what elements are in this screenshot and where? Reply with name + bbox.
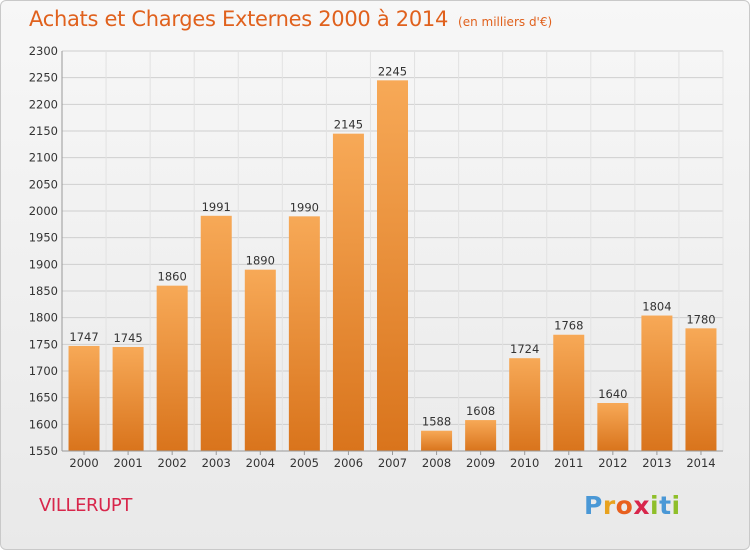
bar bbox=[597, 403, 629, 451]
bar bbox=[244, 269, 276, 451]
x-tick-label: 2003 bbox=[202, 456, 231, 470]
logo-letter: o bbox=[615, 491, 634, 520]
bar bbox=[156, 285, 188, 451]
x-tick-label: 2007 bbox=[378, 456, 407, 470]
data-label: 2145 bbox=[334, 118, 363, 132]
x-tick-label: 2002 bbox=[158, 456, 187, 470]
logo-letter: r bbox=[602, 491, 616, 520]
data-label: 1724 bbox=[510, 342, 539, 356]
x-tick-label: 2009 bbox=[466, 456, 495, 470]
bar bbox=[288, 216, 320, 451]
x-tick-label: 2004 bbox=[246, 456, 275, 470]
y-tick-label: 2100 bbox=[29, 151, 58, 165]
x-tick-label: 2014 bbox=[686, 456, 715, 470]
x-tick-label: 2001 bbox=[113, 456, 142, 470]
y-tick-label: 1850 bbox=[29, 284, 58, 298]
data-label: 1747 bbox=[69, 330, 98, 344]
data-label: 1780 bbox=[686, 312, 715, 326]
y-tick-label: 1950 bbox=[29, 231, 58, 245]
y-tick-label: 1600 bbox=[29, 417, 58, 431]
data-label: 1640 bbox=[598, 387, 627, 401]
y-tick-label: 1800 bbox=[29, 311, 58, 325]
data-label: 1745 bbox=[113, 331, 142, 345]
bars: 1747 1745 1860 1991 1890 1990 2145 2245 1588 1608… bbox=[68, 64, 717, 451]
x-tick-label: 2000 bbox=[69, 456, 98, 470]
y-tick-label: 2050 bbox=[29, 177, 58, 191]
data-label: 1860 bbox=[158, 270, 187, 284]
bar bbox=[377, 80, 408, 451]
x-tick-label: 2013 bbox=[642, 456, 671, 470]
axes: 1550 1600 1650 1700 1750 1800 1850 1900 1950 2000… bbox=[29, 44, 723, 470]
y-tick-label: 2150 bbox=[29, 124, 58, 138]
chart-title-text: Achats et Charges Externes 2000 à 2014 bbox=[29, 7, 449, 31]
proxiti-logo: Proxiti bbox=[584, 491, 681, 520]
data-label: 1890 bbox=[246, 254, 275, 268]
x-tick-label: 2008 bbox=[422, 456, 451, 470]
y-tick-label: 2000 bbox=[29, 204, 58, 218]
bar bbox=[68, 345, 100, 451]
x-tick-label: 2010 bbox=[510, 456, 539, 470]
bar bbox=[465, 420, 497, 451]
y-tick-label: 2200 bbox=[29, 97, 58, 111]
logo-letter: x bbox=[633, 491, 650, 520]
bar bbox=[509, 358, 541, 451]
y-tick-label: 2250 bbox=[29, 71, 58, 85]
y-tick-label: 1750 bbox=[29, 337, 58, 351]
y-tick-label: 2300 bbox=[29, 44, 58, 58]
bar bbox=[421, 430, 453, 451]
bar bbox=[200, 215, 232, 451]
logo-letter: i bbox=[650, 491, 660, 520]
data-label: 1588 bbox=[422, 415, 451, 429]
data-label: 1991 bbox=[202, 200, 231, 214]
logo-letter: P bbox=[584, 491, 603, 520]
data-label: 1990 bbox=[290, 200, 319, 214]
y-tick-label: 1550 bbox=[29, 444, 58, 458]
x-tick-label: 2012 bbox=[598, 456, 627, 470]
place-name: VILLERUPT bbox=[39, 495, 132, 516]
bar bbox=[641, 315, 673, 451]
logo-letter: t bbox=[659, 491, 672, 520]
y-tick-label: 1900 bbox=[29, 257, 58, 271]
bar bbox=[685, 328, 717, 451]
x-tick-label: 2011 bbox=[554, 456, 583, 470]
bar bbox=[332, 133, 364, 451]
x-tick-label: 2006 bbox=[334, 456, 363, 470]
x-tick-label: 2005 bbox=[290, 456, 319, 470]
y-tick-label: 1650 bbox=[29, 391, 58, 405]
bar bbox=[112, 347, 144, 451]
y-tick-label: 1700 bbox=[29, 364, 58, 378]
data-label: 1608 bbox=[466, 404, 495, 418]
bar bbox=[553, 334, 585, 451]
chart-unit-note: (en milliers d'€) bbox=[458, 15, 553, 29]
chart-title: Achats et Charges Externes 2000 à 2014 (e… bbox=[29, 7, 552, 31]
data-label: 2245 bbox=[378, 64, 407, 78]
data-label: 1804 bbox=[642, 300, 671, 314]
data-label: 1768 bbox=[554, 319, 583, 333]
logo-letter: i bbox=[671, 491, 681, 520]
